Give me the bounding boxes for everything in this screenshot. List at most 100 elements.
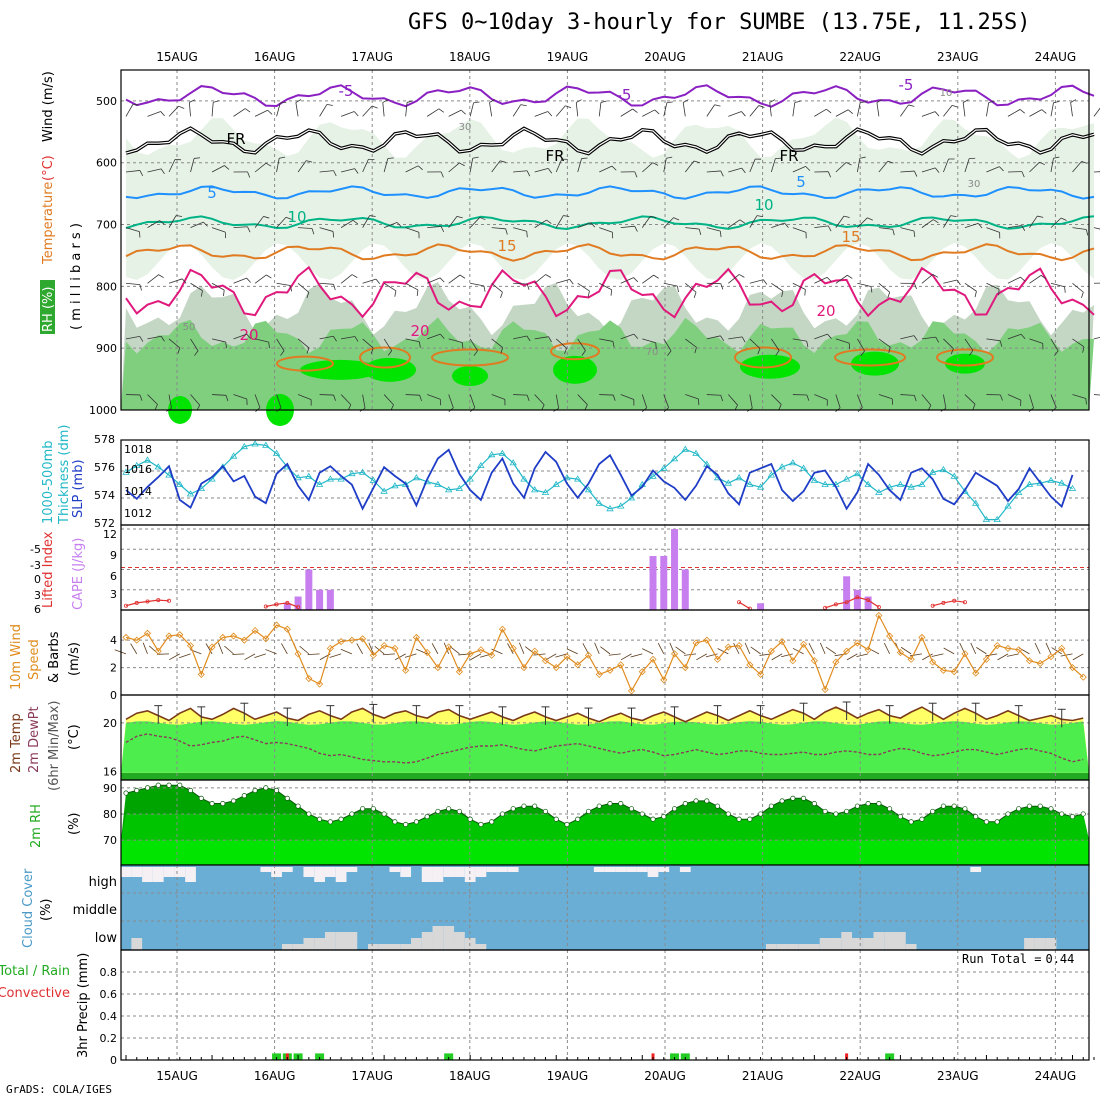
wind10-barb <box>307 653 320 656</box>
wind-barb <box>362 338 374 349</box>
wind-barb-flag <box>295 99 302 103</box>
wind-barb-flag <box>934 167 940 173</box>
wind-barb <box>663 217 674 228</box>
cloud-high-cell <box>142 867 153 882</box>
thickness-marker <box>154 463 163 470</box>
wind-barb <box>835 215 845 228</box>
wind-barb-flag <box>479 217 486 221</box>
wind10-barb <box>519 642 525 655</box>
rh2m-marker <box>951 803 957 809</box>
wind-barb <box>190 282 203 291</box>
cloud-low-cell <box>454 932 465 950</box>
date-label-bottom: 22AUG <box>839 1069 881 1083</box>
dewpt-area-fill <box>121 721 1089 773</box>
temp-series <box>125 706 1084 723</box>
wind-barb-flag <box>159 220 165 225</box>
thickness-marker <box>950 472 958 479</box>
wind-barb <box>534 111 548 117</box>
wind-barb <box>125 104 134 117</box>
cape-tick-label: 3 <box>110 588 117 601</box>
wind10-tick-label: 0 <box>110 689 117 702</box>
wind-barb <box>835 162 847 173</box>
wind-barb-flag <box>541 404 545 411</box>
wind-barb-flag <box>396 222 402 228</box>
panel-wind10m <box>120 609 1090 696</box>
wind10-marker <box>821 685 829 694</box>
thickness-marker <box>143 456 152 463</box>
rh2m-marker <box>403 821 409 828</box>
wind10-barb <box>329 653 342 658</box>
cloud-low-cell <box>905 944 917 950</box>
wind-barb <box>1007 109 1021 117</box>
contour-temp-15-low <box>734 346 792 369</box>
rh2m-marker <box>177 782 183 788</box>
thickness-marker <box>444 486 453 493</box>
wind-barb <box>814 225 829 229</box>
wind-barb <box>1007 225 1022 229</box>
wind-barb <box>254 216 264 228</box>
ylabel-millibars: ( m i l l i b a r s ) <box>69 223 84 330</box>
wind-barb-flag <box>406 100 413 103</box>
wind-barb <box>878 227 893 230</box>
wind-barb <box>769 102 772 117</box>
wind-barb <box>706 104 715 117</box>
wind10-marker <box>681 664 689 672</box>
wind-barb <box>1029 161 1040 173</box>
contour-label: -5 <box>899 76 914 94</box>
wind10-barb <box>594 642 600 655</box>
precip-tick-label: 0.4 <box>100 1010 118 1023</box>
contour-temp-15-low <box>550 342 600 361</box>
wind10-marker <box>208 643 216 651</box>
rh2m-marker <box>801 795 807 801</box>
wind-barb <box>682 102 686 117</box>
run-total: Run Total = 0.44 <box>958 952 1074 966</box>
wind10-barb <box>856 653 869 658</box>
wind-barb <box>835 274 848 284</box>
wind10-barb <box>1072 653 1084 661</box>
rh2m-marker <box>413 819 419 825</box>
wind-barb <box>168 394 172 409</box>
wind-barb-flag <box>526 335 531 342</box>
cloud-level-label: middle <box>73 903 117 918</box>
wind-barb-flag <box>610 289 613 296</box>
wind-barb-flag <box>951 104 958 108</box>
wind-barb-flag <box>741 336 746 343</box>
thickness-tick-label: 578 <box>94 433 115 446</box>
wind10-barb <box>684 653 697 656</box>
ylabel-2m-dewpt: 2m DewPt <box>27 706 42 773</box>
contour-label: 70 <box>646 347 659 358</box>
wind10-marker <box>789 657 797 665</box>
ylabel-2m-temp: 2m Temp <box>9 713 24 773</box>
temp-tick-label: 20 <box>103 717 117 730</box>
wind10-barb <box>415 648 428 655</box>
wind-barb-flag <box>499 160 506 163</box>
wind10-barb <box>600 646 611 655</box>
precip-convective-bar <box>651 1053 655 1060</box>
rh-region-90 <box>300 359 380 380</box>
wind10-tick-label: 4 <box>110 634 117 647</box>
run-total-label: Run Total = <box>962 952 1042 966</box>
wind-barb-flag <box>439 277 445 283</box>
wind10-marker <box>800 640 808 648</box>
wind-barb <box>598 102 602 117</box>
wind-barb-flag <box>1054 350 1059 356</box>
wind10-barb <box>582 643 589 655</box>
rh2m-marker <box>887 806 893 812</box>
wind-barb <box>663 102 668 117</box>
wind-barb <box>512 104 522 117</box>
wind-barb-flag <box>827 225 832 232</box>
precip-tick-label: 0.8 <box>100 966 118 979</box>
date-label-bottom: 17AUG <box>351 1069 393 1083</box>
rh2m-marker <box>381 811 387 817</box>
wind-barb-flag <box>876 99 883 103</box>
wind-barb <box>1072 394 1087 399</box>
wind-barb-flag <box>887 292 891 298</box>
rh2m-marker <box>274 787 280 794</box>
wind-barb <box>168 278 183 284</box>
wind-barb <box>900 394 915 396</box>
thickness-marker <box>896 480 905 487</box>
wind10-barb <box>883 642 891 655</box>
wind-barb-flag <box>1021 171 1025 178</box>
wind-barb <box>469 338 478 352</box>
rh-region-30 <box>126 117 1094 280</box>
